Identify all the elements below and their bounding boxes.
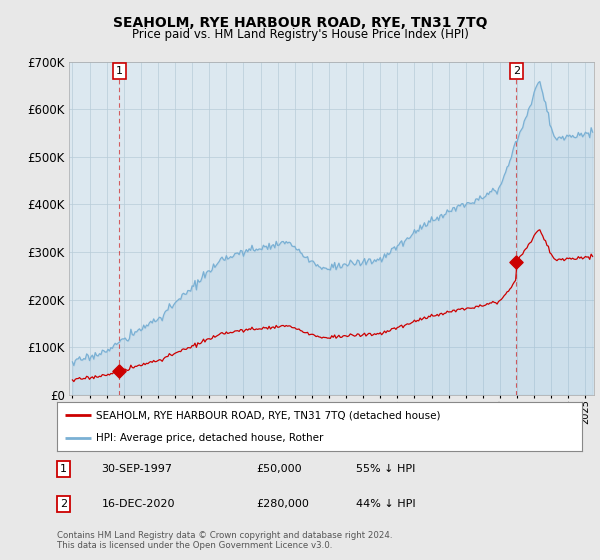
- Text: 30-SEP-1997: 30-SEP-1997: [101, 464, 173, 474]
- Point: [511, 257, 521, 266]
- Text: 1: 1: [116, 66, 123, 76]
- Text: Price paid vs. HM Land Registry's House Price Index (HPI): Price paid vs. HM Land Registry's House …: [131, 28, 469, 41]
- Point: [115, 367, 124, 376]
- Text: 44% ↓ HPI: 44% ↓ HPI: [356, 499, 416, 509]
- Text: 2: 2: [60, 499, 67, 509]
- Text: SEAHOLM, RYE HARBOUR ROAD, RYE, TN31 7TQ: SEAHOLM, RYE HARBOUR ROAD, RYE, TN31 7TQ: [113, 16, 487, 30]
- Text: 1: 1: [60, 464, 67, 474]
- Text: Contains HM Land Registry data © Crown copyright and database right 2024.
This d: Contains HM Land Registry data © Crown c…: [57, 531, 392, 550]
- Text: HPI: Average price, detached house, Rother: HPI: Average price, detached house, Roth…: [97, 433, 324, 444]
- Text: £280,000: £280,000: [257, 499, 310, 509]
- Text: 55% ↓ HPI: 55% ↓ HPI: [356, 464, 416, 474]
- Text: £50,000: £50,000: [257, 464, 302, 474]
- Text: 2: 2: [513, 66, 520, 76]
- Text: 16-DEC-2020: 16-DEC-2020: [101, 499, 175, 509]
- Text: SEAHOLM, RYE HARBOUR ROAD, RYE, TN31 7TQ (detached house): SEAHOLM, RYE HARBOUR ROAD, RYE, TN31 7TQ…: [97, 410, 441, 421]
